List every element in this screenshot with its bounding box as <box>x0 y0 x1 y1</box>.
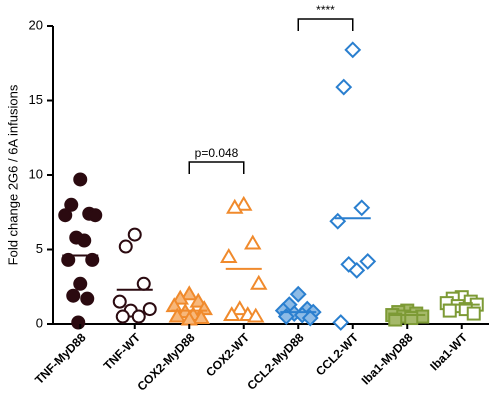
point <box>192 309 210 325</box>
point <box>142 302 157 317</box>
annotation: **** <box>316 3 335 17</box>
point <box>250 274 268 290</box>
y-tick-label: 20 <box>29 17 43 32</box>
point <box>332 314 350 331</box>
point <box>244 234 262 250</box>
point <box>131 309 146 324</box>
point <box>289 285 307 303</box>
point <box>171 289 189 305</box>
point <box>71 315 86 330</box>
point <box>66 288 81 303</box>
point <box>115 309 130 324</box>
point <box>112 294 127 309</box>
x-tick-label: CCL2-MyD88 <box>244 330 306 392</box>
point <box>404 311 419 326</box>
x-tick-label: CCL2-WT <box>313 330 362 379</box>
point <box>466 306 481 321</box>
annotation: p=0.048 <box>195 146 239 160</box>
point <box>73 276 88 291</box>
point <box>61 252 76 267</box>
point <box>118 239 133 254</box>
y-tick-label: 5 <box>36 241 43 256</box>
point <box>388 312 403 327</box>
y-tick-label: 0 <box>36 315 43 330</box>
point <box>344 41 362 59</box>
point <box>180 285 198 301</box>
point <box>88 208 103 223</box>
point <box>223 306 241 322</box>
x-tick-label: COX2-MyD88 <box>134 330 197 393</box>
point <box>168 307 186 323</box>
point <box>80 291 95 306</box>
point <box>353 199 371 217</box>
point <box>235 195 253 211</box>
point <box>136 276 151 291</box>
point <box>329 212 347 230</box>
x-tick-label: Iba1-WT <box>427 330 470 373</box>
point <box>73 172 88 187</box>
point <box>335 78 353 96</box>
point <box>247 307 265 323</box>
x-tick-label: TNF-MyD88 <box>32 330 89 387</box>
x-tick-label: Iba1-MyD88 <box>359 330 416 387</box>
point <box>64 197 79 212</box>
point <box>359 253 377 270</box>
significance-bracket <box>297 18 354 31</box>
significance-bracket <box>188 161 245 174</box>
x-tick-label: COX2-WT <box>203 330 252 379</box>
point <box>77 233 92 248</box>
point <box>348 261 366 279</box>
point <box>226 198 244 214</box>
point <box>442 303 457 318</box>
y-tick-label: 15 <box>29 92 43 107</box>
point <box>85 252 100 267</box>
point <box>220 247 238 263</box>
y-tick-label: 10 <box>29 166 43 181</box>
point <box>231 300 249 316</box>
point <box>58 208 73 223</box>
x-tick-label: TNF-WT <box>101 330 144 373</box>
point <box>127 227 142 242</box>
point <box>189 292 207 308</box>
point <box>301 309 319 327</box>
y-axis-label: Fold change 2G6 / 6A infusions <box>5 84 20 265</box>
